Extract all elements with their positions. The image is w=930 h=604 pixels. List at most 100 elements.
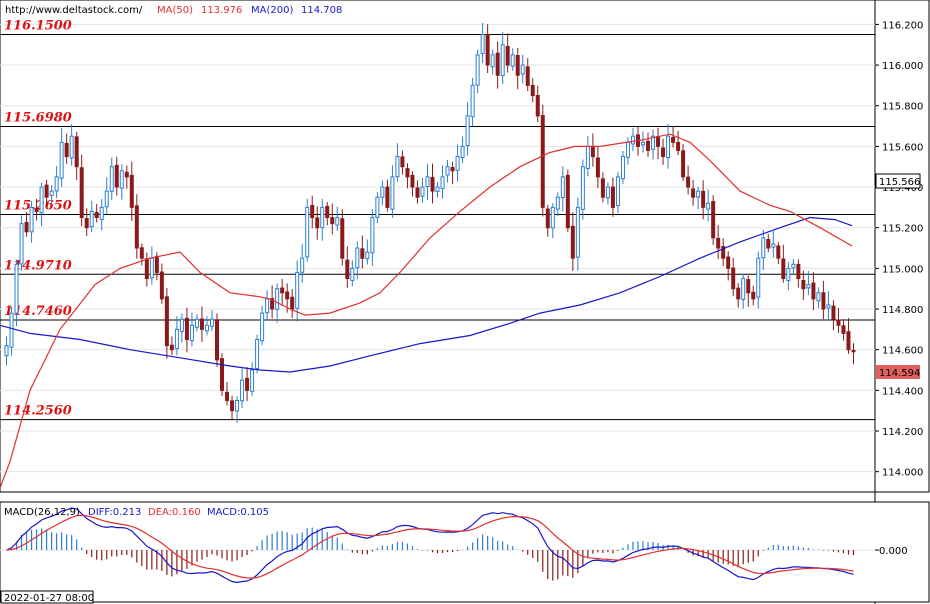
candle-body — [641, 141, 645, 146]
candle-body — [666, 135, 671, 159]
candle-body — [64, 142, 69, 158]
candle-body — [119, 170, 124, 189]
candle-body — [320, 206, 325, 229]
candle-body — [425, 176, 430, 188]
candle-body — [741, 278, 746, 300]
candle-body — [184, 317, 189, 341]
macd-series — [0, 507, 879, 584]
candle-body — [240, 379, 245, 402]
candle-body — [555, 196, 560, 210]
candle-body — [159, 271, 164, 300]
level-label: 114.7460 — [4, 304, 72, 319]
candle-body — [395, 156, 400, 178]
candle-body — [285, 291, 290, 300]
candle-body — [9, 312, 14, 348]
candle-body — [696, 190, 701, 198]
ma50-label: MA(50) — [157, 5, 193, 16]
macd-panel-frame — [0, 501, 930, 603]
candle-body — [44, 184, 49, 198]
candle-body — [530, 84, 535, 97]
candle-body — [465, 115, 470, 147]
candle-body — [515, 54, 520, 76]
candle-body — [440, 176, 445, 190]
candle-body — [275, 288, 280, 310]
candle-body — [691, 188, 696, 198]
ma200-label: MA(200) — [251, 5, 293, 16]
candle-body — [726, 256, 731, 269]
candle-body — [716, 237, 721, 249]
candle-body — [114, 164, 119, 188]
candle-body — [370, 217, 375, 254]
level-lines: 116.1500 115.6980 115.2650 114.9710 114.7460… — [0, 19, 875, 421]
macd-zero-label: 0.000 — [879, 546, 908, 557]
macd-diff-line — [6, 507, 854, 584]
ma200-line — [0, 216, 853, 373]
candle-body — [340, 218, 345, 259]
candle-body — [350, 267, 355, 281]
candle-body — [445, 166, 450, 176]
candle-body — [325, 205, 330, 219]
level-label: 115.6980 — [4, 110, 72, 125]
y-tick-label: 114.400 — [882, 386, 923, 397]
candle-body — [701, 190, 706, 208]
candle-body — [290, 296, 295, 310]
candle-body — [816, 292, 821, 302]
candle-body — [225, 391, 230, 402]
candle-body — [480, 34, 485, 55]
y-tick-label: 115.400 — [882, 183, 923, 194]
candle-body — [199, 318, 204, 330]
price-axis-ticks: 114.000 114.200 114.400 114.600 114.800 115.0… — [875, 20, 923, 479]
macd-dea-label: DEA:0.160 — [148, 507, 201, 518]
candle-body — [600, 178, 605, 198]
candle-body — [651, 135, 656, 150]
candle-body — [756, 257, 761, 298]
candle-body — [400, 156, 405, 168]
candle-body — [540, 115, 545, 208]
candle-body — [435, 186, 440, 192]
y-tick-label: 116.000 — [882, 61, 923, 72]
candle-body — [455, 156, 460, 171]
candle-body — [661, 147, 666, 158]
level-label: 116.1500 — [4, 19, 72, 34]
candle-body — [686, 176, 691, 188]
y-tick-label: 115.800 — [882, 102, 923, 113]
candle-body — [305, 206, 310, 258]
candle-body — [270, 298, 275, 310]
y-tick-label: 115.200 — [882, 224, 923, 235]
candle-body — [310, 204, 315, 219]
candle-body — [49, 190, 54, 196]
candle-body — [385, 186, 390, 208]
candle-body — [450, 166, 455, 172]
candle-body — [771, 243, 776, 248]
timestamp-label: 2022-01-27 08:00 — [4, 593, 94, 604]
candle-body — [124, 171, 129, 178]
price-panel-frame — [0, 0, 930, 493]
candle-body — [846, 331, 851, 351]
candle-body — [620, 156, 625, 180]
candle-body — [610, 186, 615, 208]
candle-body — [84, 218, 89, 229]
candle-body — [801, 279, 806, 290]
candle-body — [255, 339, 260, 369]
candle-body — [781, 258, 786, 280]
candle-body — [761, 237, 766, 259]
candle-body — [575, 206, 580, 258]
candle-body — [365, 251, 370, 260]
candle-body — [300, 257, 305, 273]
candle-body — [500, 44, 505, 76]
candle-body — [144, 258, 149, 280]
candle-body — [34, 208, 39, 212]
candle-body — [495, 52, 500, 76]
candlestick-series — [4, 22, 856, 423]
candle-body — [646, 140, 651, 151]
candle-body — [390, 176, 395, 210]
candle-body — [821, 292, 826, 310]
candle-body — [129, 174, 134, 208]
candle-body — [746, 279, 751, 294]
candle-body — [99, 206, 104, 220]
candle-body — [230, 400, 235, 412]
candle-body — [796, 263, 801, 280]
candle-body — [204, 324, 209, 332]
candle-body — [836, 319, 841, 326]
